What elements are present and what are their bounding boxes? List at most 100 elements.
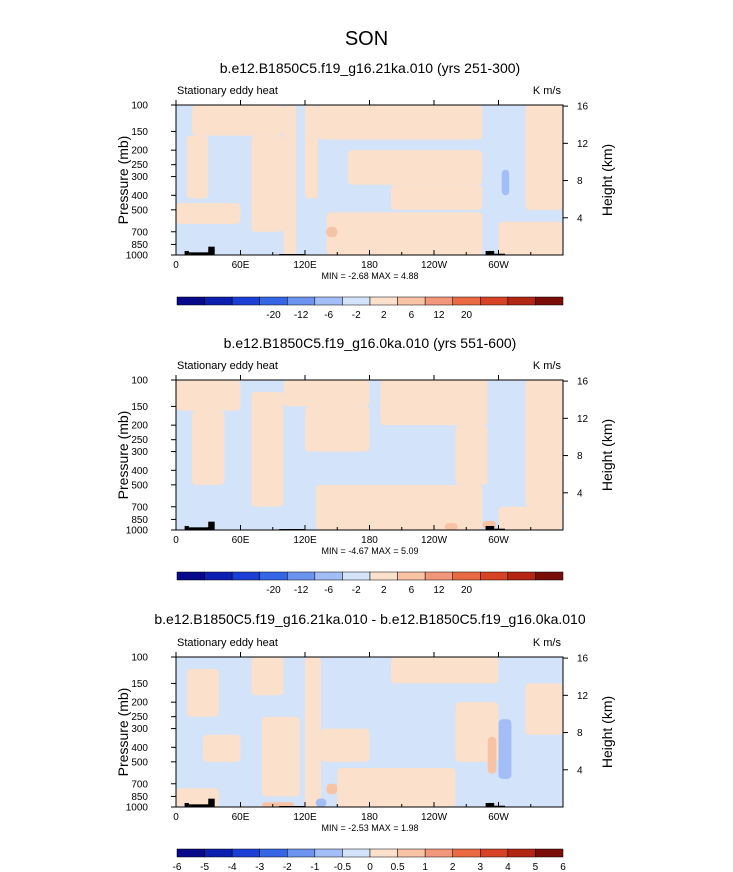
- field-region: [315, 798, 327, 807]
- colorbar-box: [397, 848, 426, 858]
- topography-mask: [188, 804, 209, 807]
- colorbar-box: [507, 296, 536, 306]
- y-tick-label: 250: [131, 160, 148, 171]
- colorbar-box: [480, 571, 509, 581]
- x-tick-label: 60E: [232, 812, 250, 823]
- panel-2: b.e12.B1850C5.f19_g16.0ka.010 (yrs 551-6…: [115, 335, 615, 596]
- y-tick-label: 300: [131, 724, 148, 735]
- field-region: [305, 657, 322, 807]
- field-region: [192, 105, 284, 136]
- height-tick-label: 12: [577, 414, 589, 425]
- colorbar-box: [342, 296, 371, 306]
- colorbar-label: -3: [255, 862, 264, 872]
- field-region: [337, 768, 456, 807]
- colorbar-label: 0.5: [391, 862, 405, 872]
- field-region: [321, 728, 370, 762]
- topography-mask: [208, 246, 215, 255]
- y-tick-label: 400: [131, 743, 148, 754]
- min-max-stats: MIN = -4.67 MAX = 5.09: [321, 546, 418, 556]
- field-region: [326, 226, 338, 238]
- field-region: [391, 184, 483, 210]
- panel-3: b.e12.B1850C5.f19_g16.21ka.010 - b.e12.B…: [115, 611, 615, 872]
- field-region: [305, 406, 370, 452]
- field-region: [455, 425, 488, 485]
- colorbar-box: [535, 571, 564, 581]
- y-tick-label: 700: [131, 227, 148, 238]
- field-region: [444, 523, 458, 530]
- colorbar-label: -2: [283, 862, 292, 872]
- field-region: [326, 212, 483, 255]
- colorbar-label: -12: [294, 310, 309, 321]
- colorbar-label: 2: [381, 585, 387, 596]
- field-region: [326, 783, 338, 795]
- panel-title: b.e12.B1850C5.f19_g16.21ka.010 (yrs 251-…: [220, 60, 520, 76]
- colorbar-box: [369, 296, 398, 306]
- x-tick-label: 120E: [293, 535, 317, 546]
- colorbar-box: [480, 848, 509, 858]
- colorbar-box: [231, 296, 260, 306]
- height-tick-label: 4: [577, 765, 583, 776]
- panel-title: b.e12.B1850C5.f19_g16.21ka.010 - b.e12.B…: [154, 611, 585, 627]
- y-tick-label: 200: [131, 146, 148, 157]
- colorbar-box: [231, 571, 260, 581]
- colorbar-label: -12: [294, 585, 309, 596]
- topography-mask: [184, 525, 189, 530]
- y-axis-label-right: Height (km): [599, 696, 615, 768]
- y-tick-label: 300: [131, 447, 148, 458]
- y-axis-label-right: Height (km): [599, 419, 615, 491]
- y-tick-label: 100: [131, 653, 148, 664]
- colorbar-label: 2: [450, 862, 456, 872]
- x-tick-label: 60E: [232, 260, 250, 271]
- colorbar-label: -1: [310, 862, 319, 872]
- topography-mask: [188, 527, 209, 530]
- panel-units-label: K m/s: [533, 360, 562, 372]
- field-region: [202, 734, 241, 762]
- y-tick-label: 1000: [126, 803, 149, 814]
- colorbar-label: 20: [461, 585, 473, 596]
- topography-mask: [494, 805, 505, 807]
- field-region: [380, 380, 488, 426]
- colorbar-label: -0.5: [334, 862, 352, 872]
- panel-left-label: Stationary eddy heat: [177, 85, 278, 97]
- colorbar-box: [287, 848, 316, 858]
- field-region: [498, 221, 563, 255]
- topography-mask: [494, 528, 505, 530]
- field-region: [296, 105, 305, 255]
- x-tick-label: 180: [361, 260, 378, 271]
- colorbar-box: [535, 848, 564, 858]
- colorbar-label: 6: [560, 862, 566, 872]
- height-tick-label: 16: [577, 377, 589, 388]
- y-tick-label: 150: [131, 402, 148, 413]
- height-tick-label: 16: [577, 654, 589, 665]
- colorbar-box: [397, 571, 426, 581]
- colorbar-box: [176, 848, 205, 858]
- colorbar-box: [369, 848, 398, 858]
- colorbar-box: [176, 571, 205, 581]
- y-axis-label-right: Height (km): [599, 144, 615, 216]
- colorbar-box: [424, 296, 453, 306]
- colorbar-box: [369, 571, 398, 581]
- colorbar-label: 6: [409, 585, 415, 596]
- field-region: [251, 135, 284, 232]
- colorbar-box: [397, 296, 426, 306]
- colorbar-box: [452, 571, 481, 581]
- colorbar-box: [424, 571, 453, 581]
- y-tick-label: 200: [131, 698, 148, 709]
- colorbar-box: [204, 571, 233, 581]
- colorbar-label: 0: [367, 862, 373, 872]
- field-region: [283, 380, 370, 407]
- y-tick-label: 250: [131, 435, 148, 446]
- colorbar-box: [314, 296, 343, 306]
- colorbar-box: [314, 571, 343, 581]
- y-tick-label: 1000: [126, 251, 149, 262]
- field-region: [186, 135, 209, 199]
- field-region: [305, 105, 318, 199]
- x-tick-label: 120W: [421, 812, 448, 823]
- colorbar-box: [452, 848, 481, 858]
- y-tick-label: 500: [131, 480, 148, 491]
- panel-units-label: K m/s: [533, 85, 562, 97]
- field-region: [186, 668, 219, 717]
- colorbar-label: 4: [505, 862, 511, 872]
- y-tick-label: 400: [131, 466, 148, 477]
- field-region: [176, 202, 241, 224]
